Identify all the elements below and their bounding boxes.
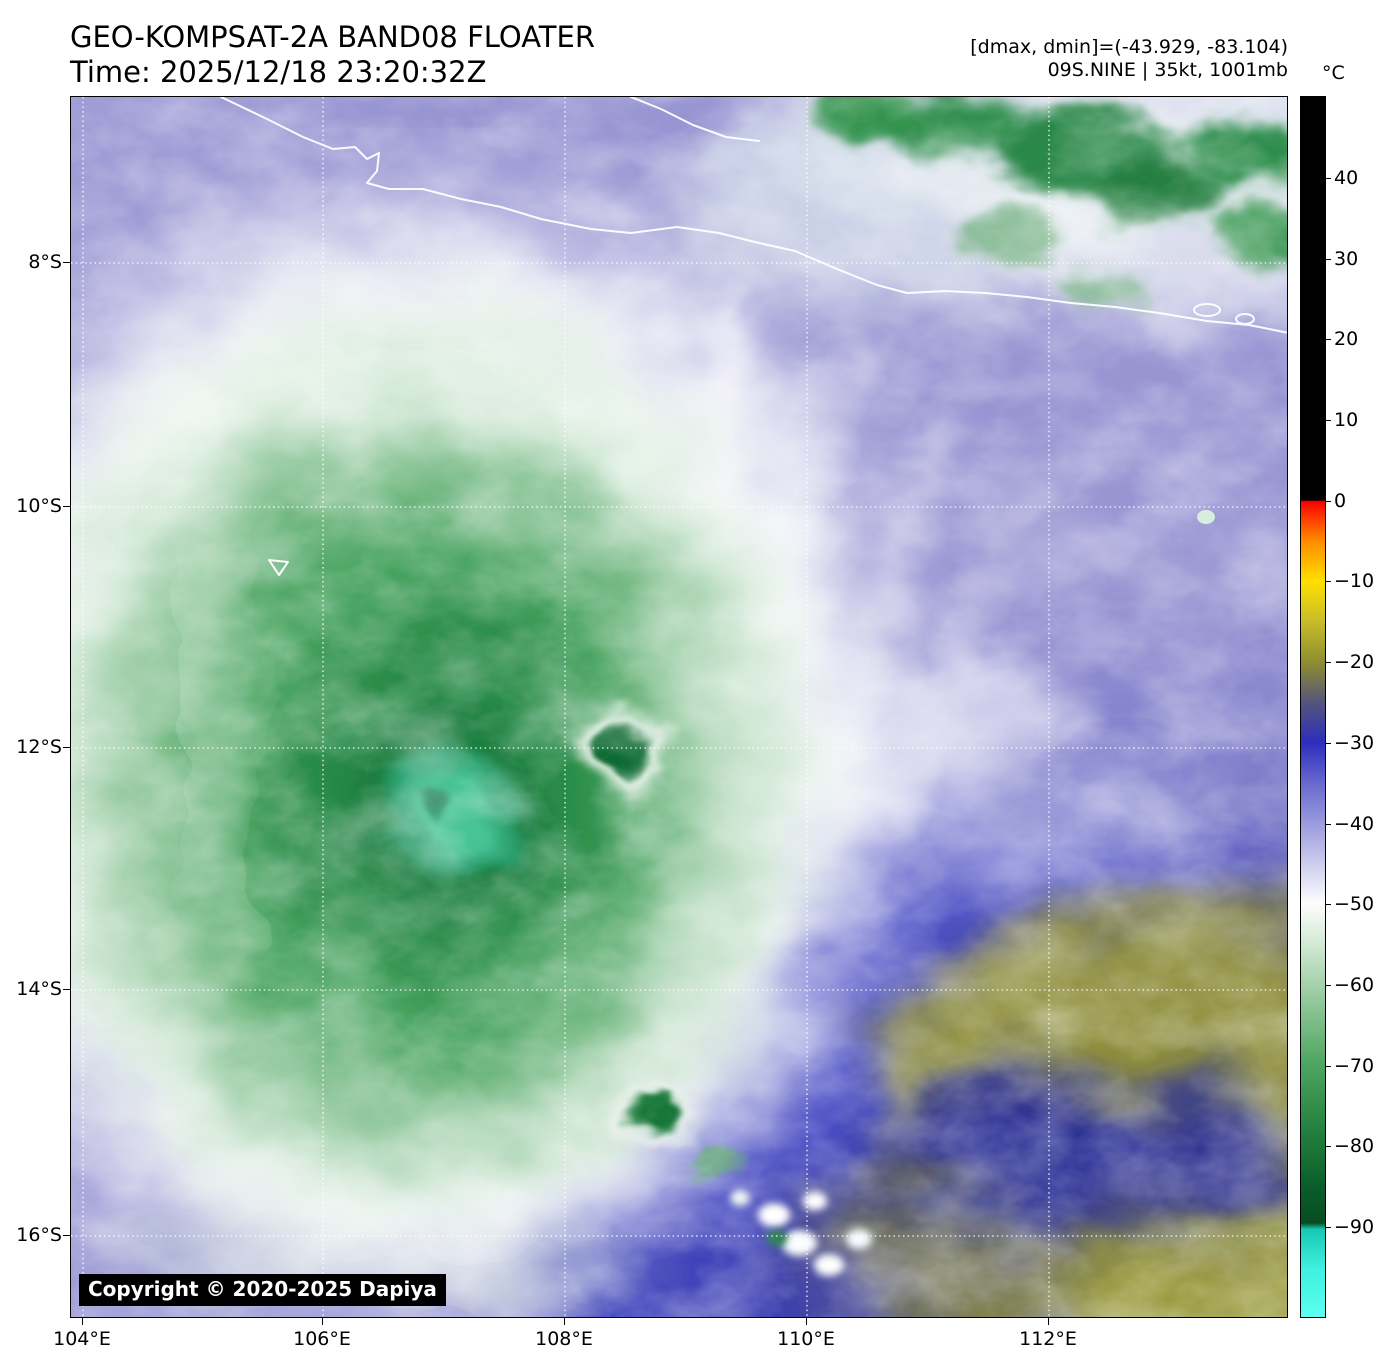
- colorbar-tickmark: [1326, 1066, 1331, 1067]
- copyright: Copyright © 2020-2025 Dapiya: [79, 1274, 446, 1306]
- colorbar-tick-label: 0: [1334, 490, 1347, 512]
- storm-info: 09S.NINE | 35kt, 1001mb: [1047, 59, 1288, 81]
- colorbar-tickmark: [1326, 339, 1331, 340]
- colorbar-unit: °C: [1322, 62, 1345, 84]
- colorbar-tickmark: [1326, 501, 1331, 502]
- lat-label: 8°S: [28, 251, 62, 273]
- colorbar-tick-label: −30: [1334, 732, 1375, 754]
- colorbar-tick-label: −80: [1334, 1135, 1375, 1157]
- colorbar-tick-label: −50: [1334, 893, 1375, 915]
- colorbar-tick-label: 20: [1334, 328, 1359, 350]
- lat-tickmark: [63, 747, 70, 748]
- satellite-image: [71, 97, 1287, 1317]
- lon-label: 110°E: [777, 1328, 835, 1350]
- colorbar-tick-label: −60: [1334, 974, 1375, 996]
- colorbar-tick-label: −90: [1334, 1216, 1375, 1238]
- colorbar-tick-label: −40: [1334, 813, 1375, 835]
- colorbar-tickmark: [1326, 1227, 1331, 1228]
- lon-tickmark: [806, 1318, 807, 1325]
- colorbar-tick-label: −70: [1334, 1055, 1375, 1077]
- colorbar-tickmark: [1326, 985, 1331, 986]
- colorbar-tick-label: 30: [1334, 248, 1359, 270]
- lon-label: 106°E: [293, 1328, 351, 1350]
- lat-label: 16°S: [16, 1224, 62, 1246]
- colorbar-tickmark: [1326, 1146, 1331, 1147]
- lon-label: 112°E: [1019, 1328, 1077, 1350]
- lat-tickmark: [63, 1235, 70, 1236]
- colorbar-tickmark: [1326, 178, 1331, 179]
- coastline: [220, 97, 1287, 576]
- colorbar-tickmark: [1326, 662, 1331, 663]
- lat-label: 14°S: [16, 978, 62, 1000]
- lon-label: 108°E: [535, 1328, 593, 1350]
- lon-tickmark: [322, 1318, 323, 1325]
- colorbar-tick-label: −10: [1334, 570, 1375, 592]
- colorbar-tick-label: 10: [1334, 409, 1359, 431]
- graticule: [71, 97, 1287, 1317]
- satellite-map: Copyright © 2020-2025 Dapiya: [70, 96, 1288, 1318]
- readout-block: [dmax, dmin]=(-43.929, -83.104) 09S.NINE…: [970, 36, 1288, 82]
- colorbar-tickmark: [1326, 420, 1331, 421]
- lon-tickmark: [82, 1318, 83, 1325]
- lon-label: 104°E: [53, 1328, 111, 1350]
- lat-tickmark: [63, 989, 70, 990]
- colorbar-tickmark: [1326, 259, 1331, 260]
- colorbar-tick-label: −20: [1334, 651, 1375, 673]
- lat-label: 12°S: [16, 736, 62, 758]
- temperature-colorbar: [1300, 96, 1326, 1318]
- cloud-texture-overlay: [71, 97, 1287, 1317]
- lat-tickmark: [63, 506, 70, 507]
- lat-label: 10°S: [16, 495, 62, 517]
- colorbar-tickmark: [1326, 824, 1331, 825]
- christmas-island-outline: [268, 559, 289, 576]
- colorbar-tick-label: 40: [1334, 167, 1359, 189]
- title-block: GEO-KOMPSAT-2A BAND08 FLOATER Time: 2025…: [70, 20, 595, 90]
- lon-tickmark: [1048, 1318, 1049, 1325]
- figure-time: Time: 2025/12/18 23:20:32Z: [70, 55, 487, 89]
- colorbar-tickmark: [1326, 904, 1331, 905]
- lat-tickmark: [63, 262, 70, 263]
- colorbar-tickmark: [1326, 581, 1331, 582]
- figure-title: GEO-KOMPSAT-2A BAND08 FLOATER: [70, 20, 595, 54]
- colorbar-tickmark: [1326, 743, 1331, 744]
- lon-tickmark: [564, 1318, 565, 1325]
- small-cloud-dot: [1197, 510, 1215, 524]
- dmax-dmin-readout: [dmax, dmin]=(-43.929, -83.104): [970, 36, 1288, 58]
